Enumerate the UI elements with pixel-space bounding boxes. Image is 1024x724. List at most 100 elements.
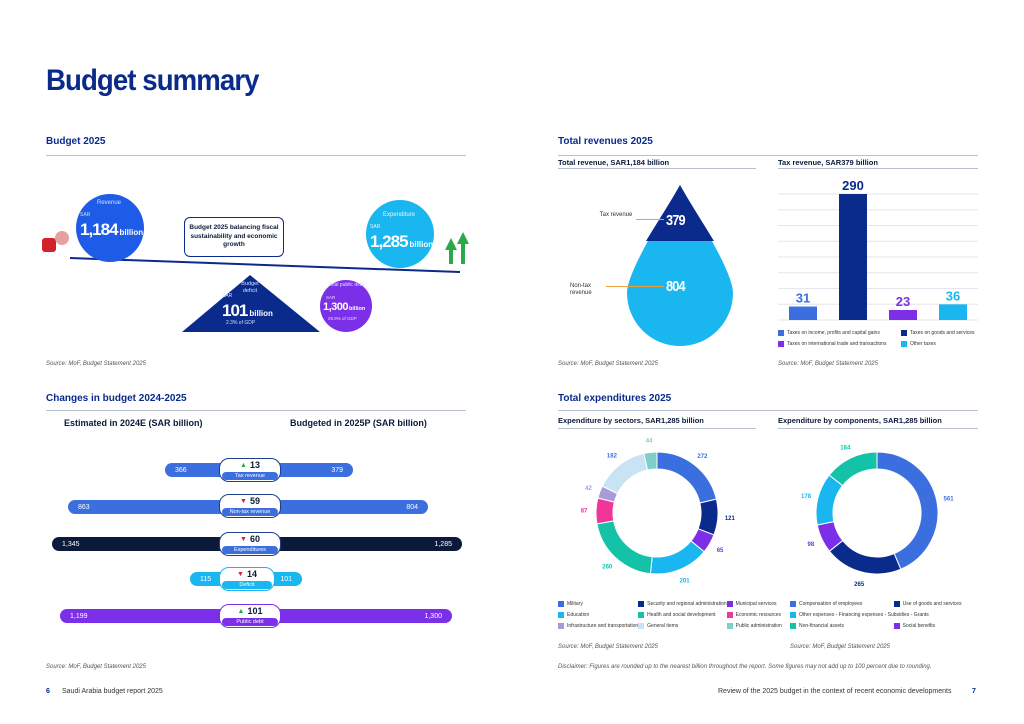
data-label: 98 (808, 542, 815, 548)
data-label: 31 (796, 291, 810, 306)
divider (558, 410, 978, 411)
change-pill: ▼ 60 Expenditures (219, 532, 281, 556)
change-pill: ▲ 101 Public debt (219, 604, 281, 628)
revenues-heading: Total revenues 2025 (558, 136, 653, 147)
data-label: 36 (946, 288, 960, 303)
legend-swatch (790, 612, 796, 618)
sectors-donut-chart: 272 121 65 201 260 87 42 182 44 (581, 438, 736, 585)
legend-item: Taxes on international trade and transac… (778, 341, 901, 347)
legend-swatch (778, 341, 784, 347)
money-bag-icon (42, 231, 69, 252)
change-pill: ▼ 59 Non-tax revenue (219, 494, 281, 518)
nontax-value: 804 (666, 278, 686, 295)
change-pill: ▲ 13 Tax revenue (219, 458, 281, 482)
data-label: 65 (717, 548, 724, 554)
debt-label: Total public debt (327, 282, 365, 288)
revenue-subheading: Total revenue, SAR1,184 billion (558, 158, 670, 167)
legend-swatch (726, 623, 733, 629)
components-subheading: Expenditure by components, SAR1,285 bill… (778, 416, 942, 425)
components-donut-chart: 561 265 98 178 184 (801, 445, 955, 588)
donut-slice (828, 539, 902, 575)
legend-swatch (726, 601, 733, 607)
bar (939, 304, 967, 320)
data-label: 290 (842, 178, 864, 193)
legend-swatch (726, 612, 733, 618)
legend-swatch (778, 330, 784, 336)
donut-slice (876, 451, 939, 570)
nontax-label: Non-tax revenue (570, 283, 592, 296)
components-legend: Compensation of employees Use of goods a… (790, 601, 980, 629)
source-note: Source: MoF, Budget Statement 2025 (558, 361, 658, 367)
legend-swatch (893, 623, 900, 629)
deficit-triangle (182, 275, 320, 332)
debt-sar: SAR (326, 295, 336, 300)
divider (558, 168, 756, 169)
legend-swatch (558, 612, 564, 618)
source-note: Source: MoF, Budget Statement 2025 (778, 361, 878, 367)
legend-swatch (901, 341, 907, 347)
bar (839, 194, 867, 320)
source-note: Source: MoF, Budget Statement 2025 (558, 644, 658, 650)
donut-slice (649, 540, 705, 575)
legend-item: Education (558, 612, 638, 618)
changes-right-head: Budgeted in 2025P (SAR billion) (290, 418, 427, 428)
source-note: Source: MoF, Budget Statement 2025 (46, 664, 146, 670)
legend-item: Military (558, 601, 638, 607)
data-label: 184 (840, 445, 851, 451)
budget-balance-illustration (42, 194, 469, 332)
tax-connector (636, 219, 664, 220)
data-label: 23 (896, 294, 910, 309)
divider (778, 428, 978, 429)
changes-left-head: Estimated in 2024E (SAR billion) (64, 418, 203, 428)
legend-item: Taxes on income, profits and capital gai… (778, 330, 901, 336)
legend-swatch (638, 601, 645, 607)
debt-circle (320, 280, 372, 332)
legend-swatch (901, 330, 907, 336)
tax-legend: Taxes on income, profits and capital gai… (778, 330, 983, 347)
tax-bar-chart: 31 290 23 36 (778, 178, 978, 321)
tax-subheading: Tax revenue, SAR379 billion (778, 158, 878, 167)
budget-heading: Budget 2025 (46, 136, 106, 147)
page-number-right: 7 (972, 688, 976, 695)
revenue-drop (627, 185, 733, 346)
deficit-sar: SAR (222, 293, 233, 299)
legend-item: Other taxes (901, 341, 983, 347)
page-title: Budget summary (46, 64, 259, 97)
up-arrow-icon: ▲ (237, 608, 245, 615)
divider (46, 155, 466, 156)
legend-swatch (558, 623, 564, 629)
debt-amount: 1,300 billion (323, 301, 366, 313)
legend-swatch (790, 601, 796, 607)
divider (46, 410, 466, 411)
legend-item: Taxes on goods and services (901, 330, 983, 336)
down-arrow-icon: ▼ (240, 536, 247, 543)
data-label: 561 (944, 496, 955, 502)
revenue-circle (76, 194, 144, 262)
legend-swatch (893, 601, 900, 607)
deficit-label: Budget deficit (241, 281, 259, 294)
data-label: 201 (680, 579, 691, 585)
revenue-amount: 1,184 billion (80, 220, 144, 239)
source-note: Source: MoF, Budget Statement 2025 (46, 361, 146, 367)
legend-swatch (558, 601, 564, 607)
changes-heading: Changes in budget 2024-2025 (46, 393, 187, 404)
data-label: 178 (801, 494, 812, 500)
legend-item: Non-financial assets (790, 623, 894, 629)
donut-slice (643, 451, 658, 471)
tax-label: Tax revenue (599, 212, 633, 218)
bar (889, 310, 917, 320)
down-arrow-icon: ▼ (240, 498, 247, 505)
deficit-amount: 101 billion (222, 301, 273, 320)
bar (789, 306, 817, 320)
data-label: 44 (646, 438, 653, 444)
divider (778, 168, 978, 169)
legend-swatch (638, 612, 645, 618)
expenditure-circle (366, 200, 434, 268)
legend-item: General items (638, 623, 727, 629)
donut-slice (828, 451, 878, 487)
sectors-legend: Military Security and regional administr… (558, 601, 782, 629)
change-pill: ▼ 14 Deficit (219, 567, 275, 591)
data-label: 42 (585, 486, 592, 492)
growth-arrows-icon (445, 232, 469, 264)
data-label: 265 (854, 582, 865, 588)
